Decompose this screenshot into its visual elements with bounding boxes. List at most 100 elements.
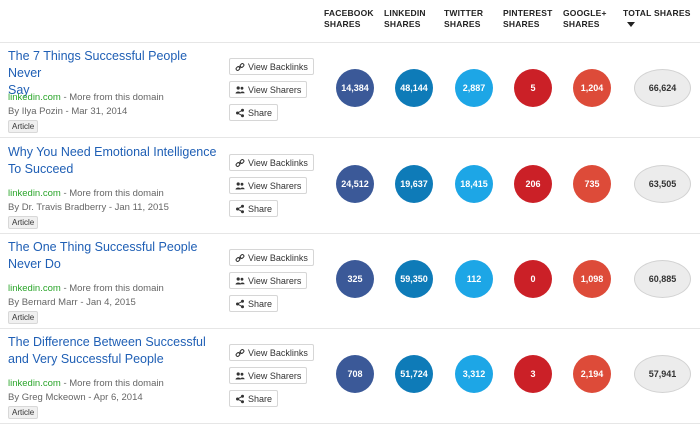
domain-link[interactable]: linkedin.com (8, 283, 61, 294)
share-button[interactable]: Share (229, 295, 279, 312)
domain-line: linkedin.com - More from this domain (8, 378, 164, 389)
domain-line: linkedin.com - More from this domain (8, 92, 164, 103)
view-backlinks-label: View Backlinks (248, 252, 308, 263)
article-title-link[interactable]: The One Thing Successful People Never Do (8, 239, 223, 273)
column-header-pinterest[interactable]: PINTEREST SHARES (503, 8, 553, 29)
more-from-domain-link[interactable]: - More from this domain (60, 283, 164, 294)
linkedin-share-count[interactable]: 51,724 (395, 355, 433, 393)
googleplus-share-count[interactable]: 1,204 (573, 69, 611, 107)
facebook-share-count[interactable]: 708 (336, 355, 374, 393)
view-backlinks-label: View Backlinks (248, 157, 308, 168)
share-button[interactable]: Share (229, 200, 279, 217)
author-date: By Ilya Pozin - Mar 31, 2014 (8, 106, 128, 117)
content-type-badge: Article (8, 120, 39, 133)
linkedin-share-count[interactable]: 48,144 (395, 69, 433, 107)
domain-line: linkedin.com - More from this domain (8, 283, 164, 294)
domain-link[interactable]: linkedin.com (8, 378, 61, 389)
total-share-count: 57,941 (634, 355, 691, 393)
view-sharers-button[interactable]: View Sharers (229, 81, 308, 98)
link-icon (235, 348, 245, 358)
twitter-share-count[interactable]: 2,887 (455, 69, 493, 107)
domain-line: linkedin.com - More from this domain (8, 188, 164, 199)
article-title-line1: The 7 Things Successful People Never (8, 49, 188, 80)
linkedin-share-count[interactable]: 59,350 (395, 260, 433, 298)
share-icon (235, 108, 245, 118)
article-title-line1: Why You Need Emotional Intelligence (8, 145, 217, 159)
more-from-domain-link[interactable]: - More from this domain (60, 378, 164, 389)
twitter-share-count[interactable]: 18,415 (455, 165, 493, 203)
share-icon (235, 204, 245, 214)
users-icon (235, 371, 245, 381)
view-backlinks-button[interactable]: View Backlinks (229, 58, 314, 75)
share-button[interactable]: Share (229, 104, 279, 121)
column-header-linkedin[interactable]: LINKEDIN SHARES (384, 8, 426, 29)
view-backlinks-label: View Backlinks (248, 347, 308, 358)
googleplus-share-count[interactable]: 1,098 (573, 260, 611, 298)
share-button[interactable]: Share (229, 390, 279, 407)
users-icon (235, 85, 245, 95)
googleplus-share-count[interactable]: 735 (573, 165, 611, 203)
view-sharers-button[interactable]: View Sharers (229, 272, 308, 289)
table-row: Why You Need Emotional Intelligence To Su… (0, 138, 700, 234)
more-from-domain-link[interactable]: - More from this domain (60, 188, 164, 199)
column-header-total-label: TOTAL SHARES (623, 8, 691, 18)
view-backlinks-button[interactable]: View Backlinks (229, 249, 314, 266)
article-title-line2: Never Do (8, 257, 61, 271)
column-header-googleplus[interactable]: GOOGLE+ SHARES (563, 8, 607, 29)
total-share-count: 60,885 (634, 260, 691, 298)
share-icon (235, 299, 245, 309)
article-title-line1: The Difference Between Successful (8, 335, 206, 349)
view-sharers-button[interactable]: View Sharers (229, 177, 308, 194)
view-backlinks-button[interactable]: View Backlinks (229, 344, 314, 361)
domain-link[interactable]: linkedin.com (8, 92, 61, 103)
pinterest-share-count[interactable]: 206 (514, 165, 552, 203)
content-type-badge: Article (8, 406, 39, 419)
column-header-facebook[interactable]: FACEBOOK SHARES (324, 8, 374, 29)
column-header-total[interactable]: TOTAL SHARES (623, 8, 698, 30)
article-title-line1: The One Thing Successful People (8, 240, 198, 254)
users-icon (235, 181, 245, 191)
total-share-count: 66,624 (634, 69, 691, 107)
twitter-share-count[interactable]: 112 (455, 260, 493, 298)
table-row: The Difference Between Successful and Ver… (0, 328, 700, 424)
author-date: By Greg Mckeown - Apr 6, 2014 (8, 392, 143, 403)
view-sharers-label: View Sharers (248, 370, 302, 381)
article-title-link[interactable]: The 7 Things Successful People Never Say (8, 48, 223, 99)
share-label: Share (248, 107, 273, 118)
twitter-share-count[interactable]: 3,312 (455, 355, 493, 393)
author-date: By Dr. Travis Bradberry - Jan 11, 2015 (8, 202, 169, 213)
linkedin-share-count[interactable]: 19,637 (395, 165, 433, 203)
share-icon (235, 394, 245, 404)
view-backlinks-label: View Backlinks (248, 61, 308, 72)
column-header-twitter[interactable]: TWITTER SHARES (444, 8, 484, 29)
table-row: The One Thing Successful People Never Do l… (0, 233, 700, 329)
view-sharers-label: View Sharers (248, 84, 302, 95)
facebook-share-count[interactable]: 14,384 (336, 69, 374, 107)
view-backlinks-button[interactable]: View Backlinks (229, 154, 314, 171)
share-label: Share (248, 298, 273, 309)
content-type-badge: Article (8, 216, 39, 229)
article-title-link[interactable]: Why You Need Emotional Intelligence To Su… (8, 144, 223, 178)
domain-link[interactable]: linkedin.com (8, 188, 61, 199)
more-from-domain-link[interactable]: - More from this domain (60, 92, 164, 103)
article-title-link[interactable]: The Difference Between Successful and Ver… (8, 334, 223, 368)
users-icon (235, 276, 245, 286)
table-header: FACEBOOK SHARES LINKEDIN SHARES TWITTER … (0, 0, 700, 43)
link-icon (235, 62, 245, 72)
googleplus-share-count[interactable]: 2,194 (573, 355, 611, 393)
share-label: Share (248, 393, 273, 404)
sort-descending-icon (627, 22, 635, 28)
facebook-share-count[interactable]: 24,512 (336, 165, 374, 203)
content-type-badge: Article (8, 311, 39, 324)
view-sharers-label: View Sharers (248, 180, 302, 191)
pinterest-share-count[interactable]: 3 (514, 355, 552, 393)
facebook-share-count[interactable]: 325 (336, 260, 374, 298)
view-sharers-label: View Sharers (248, 275, 302, 286)
pinterest-share-count[interactable]: 0 (514, 260, 552, 298)
article-title-line2: To Succeed (8, 162, 74, 176)
view-sharers-button[interactable]: View Sharers (229, 367, 308, 384)
share-label: Share (248, 203, 273, 214)
total-share-count: 63,505 (634, 165, 691, 203)
article-title-line2: and Very Successful People (8, 352, 164, 366)
pinterest-share-count[interactable]: 5 (514, 69, 552, 107)
